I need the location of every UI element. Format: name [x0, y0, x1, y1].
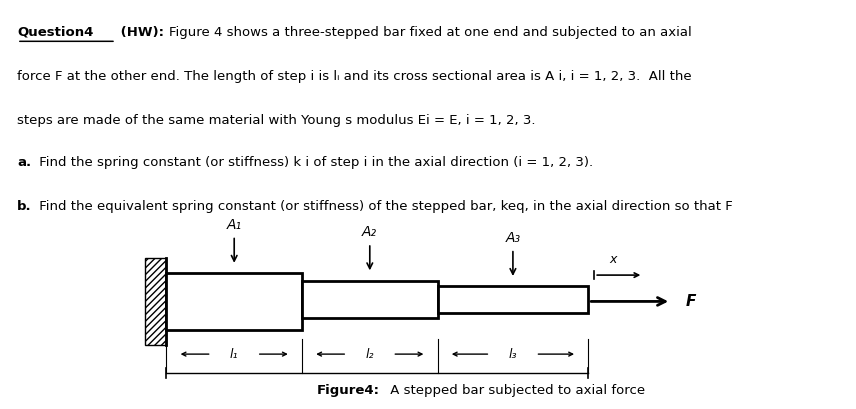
Text: Figure 4 shows a three-stepped bar fixed at one end and subjected to an axial: Figure 4 shows a three-stepped bar fixed… — [169, 26, 692, 39]
Text: steps are made of the same material with Young s modulus Ei = E, i = 1, 2, 3.: steps are made of the same material with… — [17, 114, 536, 127]
Bar — [302, 281, 437, 318]
Text: force F at the other end. The length of step i is lᵢ and its cross sectional are: force F at the other end. The length of … — [17, 70, 692, 83]
Text: x: x — [609, 253, 617, 266]
Bar — [166, 273, 302, 330]
Text: l₂: l₂ — [366, 348, 374, 361]
Text: A₂: A₂ — [362, 225, 377, 239]
Text: a.: a. — [17, 156, 31, 169]
Text: A stepped bar subjected to axial force: A stepped bar subjected to axial force — [386, 384, 645, 398]
Text: A₁: A₁ — [227, 218, 241, 232]
Text: l₁: l₁ — [230, 348, 239, 361]
Text: Find the spring constant (or stiffness) k i of step i in the axial direction (i : Find the spring constant (or stiffness) … — [35, 156, 593, 169]
Bar — [437, 286, 588, 313]
Text: A₃: A₃ — [505, 231, 520, 245]
Text: Question4: Question4 — [17, 26, 93, 39]
Text: b.: b. — [17, 200, 32, 213]
Text: l₃: l₃ — [508, 348, 517, 361]
Bar — [146, 258, 166, 345]
Text: F: F — [687, 294, 697, 309]
Text: Figure4:: Figure4: — [317, 384, 380, 398]
Text: Find the equivalent spring constant (or stiffness) of the stepped bar, keq, in t: Find the equivalent spring constant (or … — [35, 200, 733, 213]
Text: (HW):: (HW): — [116, 26, 164, 39]
